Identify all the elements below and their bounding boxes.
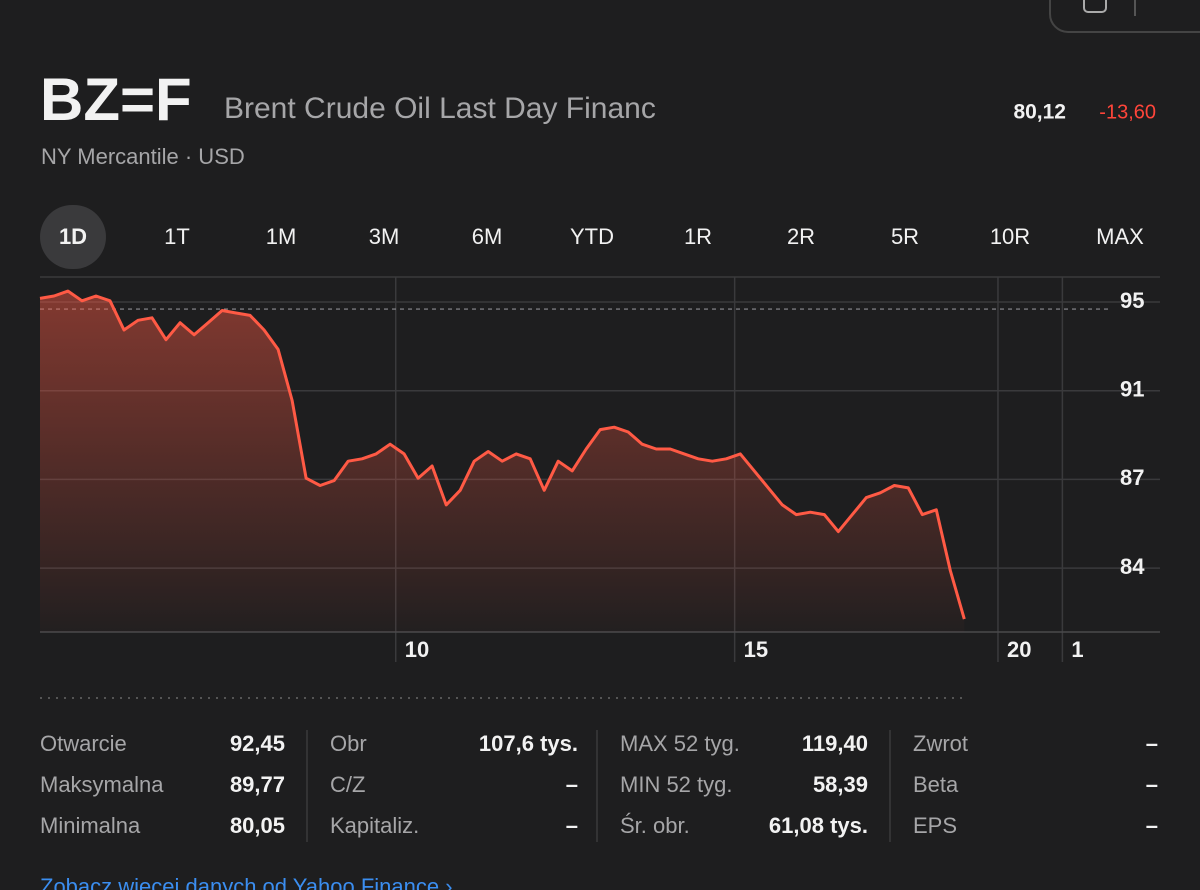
tab[interactable]: YTD [570,224,614,249]
tab[interactable]: 10R [990,224,1030,249]
stat-value: – [566,813,578,838]
stat-value: 80,05 [230,813,285,838]
stat-value: – [1146,772,1158,797]
tab[interactable]: 2R [787,224,815,249]
stat-label: EPS [913,813,957,838]
stat-label: MIN 52 tyg. [620,772,732,797]
company-name: Brent Crude Oil Last Day Financ [224,92,656,125]
tab-selected [40,205,106,269]
stat-label: Obr [330,731,367,756]
tab[interactable]: 6M [472,224,503,249]
y-tick-label: 95 [1120,288,1144,313]
stat-value: 89,77 [230,772,285,797]
stat-value: 107,6 tys. [479,731,578,756]
price-line [39,289,966,620]
stat-label: Zwrot [913,731,968,756]
stat-label: Otwarcie [40,731,127,756]
y-tick-label: 84 [1120,554,1145,579]
toolbar[interactable] [1049,0,1200,33]
tab[interactable]: 1M [266,224,297,249]
stat-label: Kapitaliz. [330,813,419,838]
stat-value: 119,40 [802,731,868,756]
stat-value: 61,08 tys. [769,813,868,838]
y-tick-label: 91 [1120,377,1144,402]
stat-label: Minimalna [40,813,141,838]
x-tick-label: 10 [405,637,429,662]
stat-label: Beta [913,772,959,797]
stat-value: – [1146,813,1158,838]
chart: 84 87 91 95 10 15 20 1 [39,277,1160,662]
yahoo-link[interactable]: Zobacz więcej danych od Yahoo Finance › [40,874,453,890]
range-tabs: 1D 1T 1M 3M 6M YTD 1R 2R 5R 10R MAX [40,205,1144,269]
tab[interactable]: 1T [164,224,190,249]
x-tick-label: 20 [1007,637,1031,662]
stat-value: – [566,772,578,797]
tab[interactable]: 1D [59,224,87,249]
stat-value: – [1146,731,1158,756]
tab[interactable]: 5R [891,224,919,249]
stat-label: MAX 52 tyg. [620,731,740,756]
x-tick-label: 15 [744,637,768,662]
ticker: BZ=F [40,66,192,133]
price: 80,12 [1013,101,1066,124]
exchange: NY Mercantile · USD [41,144,245,169]
tab[interactable]: 3M [369,224,400,249]
change: -13,60 [1099,101,1156,123]
stat-label: Śr. obr. [620,813,690,838]
stats: Otwarcie 92,45 Maksymalna 89,77 Minimalna 80,… [40,730,1158,842]
stat-value: 58,39 [813,772,868,797]
tab[interactable]: 1R [684,224,712,249]
stat-label: C/Z [330,772,365,797]
stat-label: Maksymalna [40,772,164,797]
x-tick-label: 1 [1071,637,1083,662]
stat-value: 92,45 [230,731,285,756]
share-icon[interactable] [1083,0,1107,13]
tab[interactable]: MAX [1096,224,1144,249]
y-tick-label: 87 [1120,465,1144,490]
